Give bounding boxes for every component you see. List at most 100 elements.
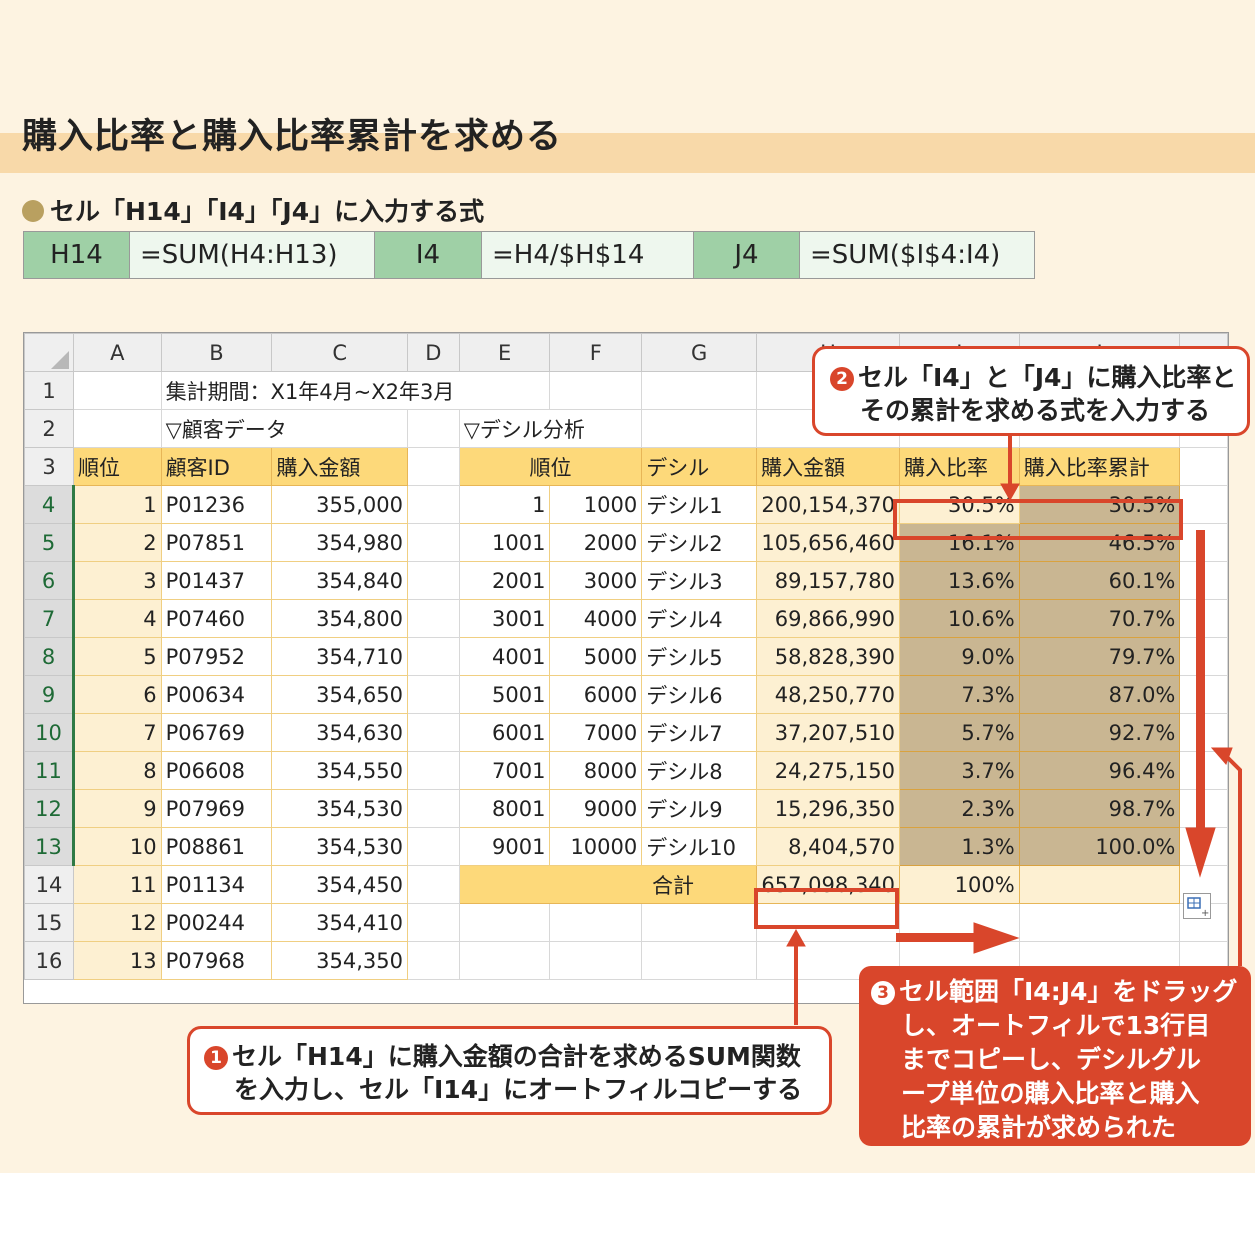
decile-rank-start[interactable]: 2001: [458, 561, 551, 600]
decile-rank-end[interactable]: 7000: [549, 713, 643, 752]
cell-d[interactable]: [406, 523, 460, 562]
customer-rank[interactable]: 9: [73, 789, 162, 828]
customer-rank[interactable]: 4: [73, 599, 162, 638]
column-header-g[interactable]: G: [641, 333, 758, 372]
decile-name[interactable]: デシル10: [641, 827, 758, 866]
decile-name[interactable]: デシル4: [641, 599, 758, 638]
row-header[interactable]: 12: [24, 789, 75, 828]
customer-id[interactable]: P06769: [160, 713, 273, 752]
customer-id[interactable]: P00244: [160, 903, 273, 942]
customer-rank[interactable]: 5: [73, 637, 162, 676]
customer-amount[interactable]: 354,530: [271, 827, 408, 866]
cell-d2[interactable]: [406, 409, 460, 448]
decile-rank-end[interactable]: 8000: [549, 751, 643, 790]
total-amount[interactable]: 657,098,340: [756, 865, 901, 904]
row-header[interactable]: 2: [24, 409, 74, 448]
decile-rank-start[interactable]: 6001: [458, 713, 551, 752]
decile-section-label[interactable]: ▽デシル分析: [458, 409, 643, 448]
cell-empty[interactable]: [641, 903, 758, 942]
decile-rank-start[interactable]: 7001: [458, 751, 551, 790]
cell-d[interactable]: [406, 827, 460, 866]
cell-empty[interactable]: [1179, 599, 1228, 638]
decile-ratio[interactable]: 7.3%: [899, 675, 1020, 714]
row-header[interactable]: 4: [24, 485, 75, 524]
customer-section-label[interactable]: ▽顧客データ: [160, 409, 408, 448]
customer-amount[interactable]: 355,000: [271, 485, 408, 524]
decile-amount[interactable]: 8,404,570: [756, 827, 901, 866]
customer-amount[interactable]: 354,710: [271, 637, 408, 676]
decile-name[interactable]: デシル5: [641, 637, 758, 676]
decile-ratio[interactable]: 30.5%: [899, 485, 1020, 524]
decile-cumulative-ratio[interactable]: 100.0%: [1018, 827, 1181, 866]
customer-rank[interactable]: 3: [73, 561, 162, 600]
decile-name[interactable]: デシル3: [641, 561, 758, 600]
decile-rank-end[interactable]: 1000: [549, 485, 643, 524]
cell-empty[interactable]: [641, 409, 758, 448]
row-header[interactable]: 13: [24, 827, 75, 866]
cell-empty[interactable]: [549, 371, 643, 410]
period-label[interactable]: 集計期間：X1年4月~X2年3月: [160, 371, 551, 410]
customer-rank[interactable]: 1: [73, 485, 162, 524]
total-label[interactable]: 合計: [458, 865, 758, 904]
decile-header[interactable]: デシル: [641, 447, 758, 486]
decile-rank-start[interactable]: 4001: [458, 637, 551, 676]
decile-ratio[interactable]: 3.7%: [899, 751, 1020, 790]
decile-header[interactable]: 購入比率累計: [1018, 447, 1181, 486]
decile-rank-end[interactable]: 9000: [549, 789, 643, 828]
row-header[interactable]: 16: [24, 941, 74, 980]
decile-cumulative-ratio[interactable]: 87.0%: [1018, 675, 1181, 714]
decile-amount[interactable]: 58,828,390: [756, 637, 901, 676]
customer-rank[interactable]: 13: [73, 941, 162, 980]
customer-amount[interactable]: 354,450: [271, 865, 408, 904]
customer-id[interactable]: P07969: [160, 789, 273, 828]
customer-header[interactable]: 顧客ID: [160, 447, 273, 486]
customer-amount[interactable]: 354,840: [271, 561, 408, 600]
cell-d3[interactable]: [406, 447, 460, 486]
row-header[interactable]: 8: [24, 637, 75, 676]
cell-empty[interactable]: [549, 903, 643, 942]
decile-rank-start[interactable]: 5001: [458, 675, 551, 714]
decile-cumulative-ratio[interactable]: 60.1%: [1018, 561, 1181, 600]
customer-rank[interactable]: 2: [73, 523, 162, 562]
decile-amount[interactable]: 24,275,150: [756, 751, 901, 790]
row-header[interactable]: 1: [24, 371, 74, 410]
row-header[interactable]: 7: [24, 599, 75, 638]
customer-id[interactable]: P01437: [160, 561, 273, 600]
decile-rank-start[interactable]: 3001: [458, 599, 551, 638]
total-ratio[interactable]: 100%: [899, 865, 1020, 904]
decile-name[interactable]: デシル1: [641, 485, 758, 524]
decile-ratio[interactable]: 2.3%: [899, 789, 1020, 828]
select-all-corner[interactable]: [24, 333, 74, 372]
customer-rank[interactable]: 12: [73, 903, 162, 942]
cell-empty[interactable]: [641, 371, 758, 410]
customer-amount[interactable]: 354,980: [271, 523, 408, 562]
decile-ratio[interactable]: 13.6%: [899, 561, 1020, 600]
customer-id[interactable]: P08861: [160, 827, 273, 866]
customer-rank[interactable]: 8: [73, 751, 162, 790]
customer-id[interactable]: P07968: [160, 941, 273, 980]
cell-empty[interactable]: [1179, 523, 1228, 562]
cell-empty[interactable]: [1179, 713, 1228, 752]
customer-amount[interactable]: 354,550: [271, 751, 408, 790]
cell-empty[interactable]: [1179, 447, 1228, 486]
cell-empty[interactable]: [1179, 751, 1228, 790]
cell-d[interactable]: [406, 485, 460, 524]
decile-cumulative-ratio[interactable]: 98.7%: [1018, 789, 1181, 828]
decile-header-rank[interactable]: 順位: [458, 447, 643, 486]
customer-amount[interactable]: 354,350: [271, 941, 408, 980]
decile-cumulative-ratio[interactable]: 70.7%: [1018, 599, 1181, 638]
cell-a2[interactable]: [73, 409, 162, 448]
cell-empty[interactable]: [756, 903, 901, 942]
column-header-d[interactable]: D: [406, 333, 460, 372]
customer-id[interactable]: P01134: [160, 865, 273, 904]
cell-d[interactable]: [406, 713, 460, 752]
customer-amount[interactable]: 354,410: [271, 903, 408, 942]
decile-cumulative-ratio[interactable]: 46.5%: [1018, 523, 1181, 562]
cell-empty[interactable]: [1179, 637, 1228, 676]
decile-amount[interactable]: 37,207,510: [756, 713, 901, 752]
decile-rank-start[interactable]: 8001: [458, 789, 551, 828]
cell-d[interactable]: [406, 599, 460, 638]
decile-name[interactable]: デシル2: [641, 523, 758, 562]
cell-d[interactable]: [406, 789, 460, 828]
decile-rank-end[interactable]: 10000: [549, 827, 643, 866]
